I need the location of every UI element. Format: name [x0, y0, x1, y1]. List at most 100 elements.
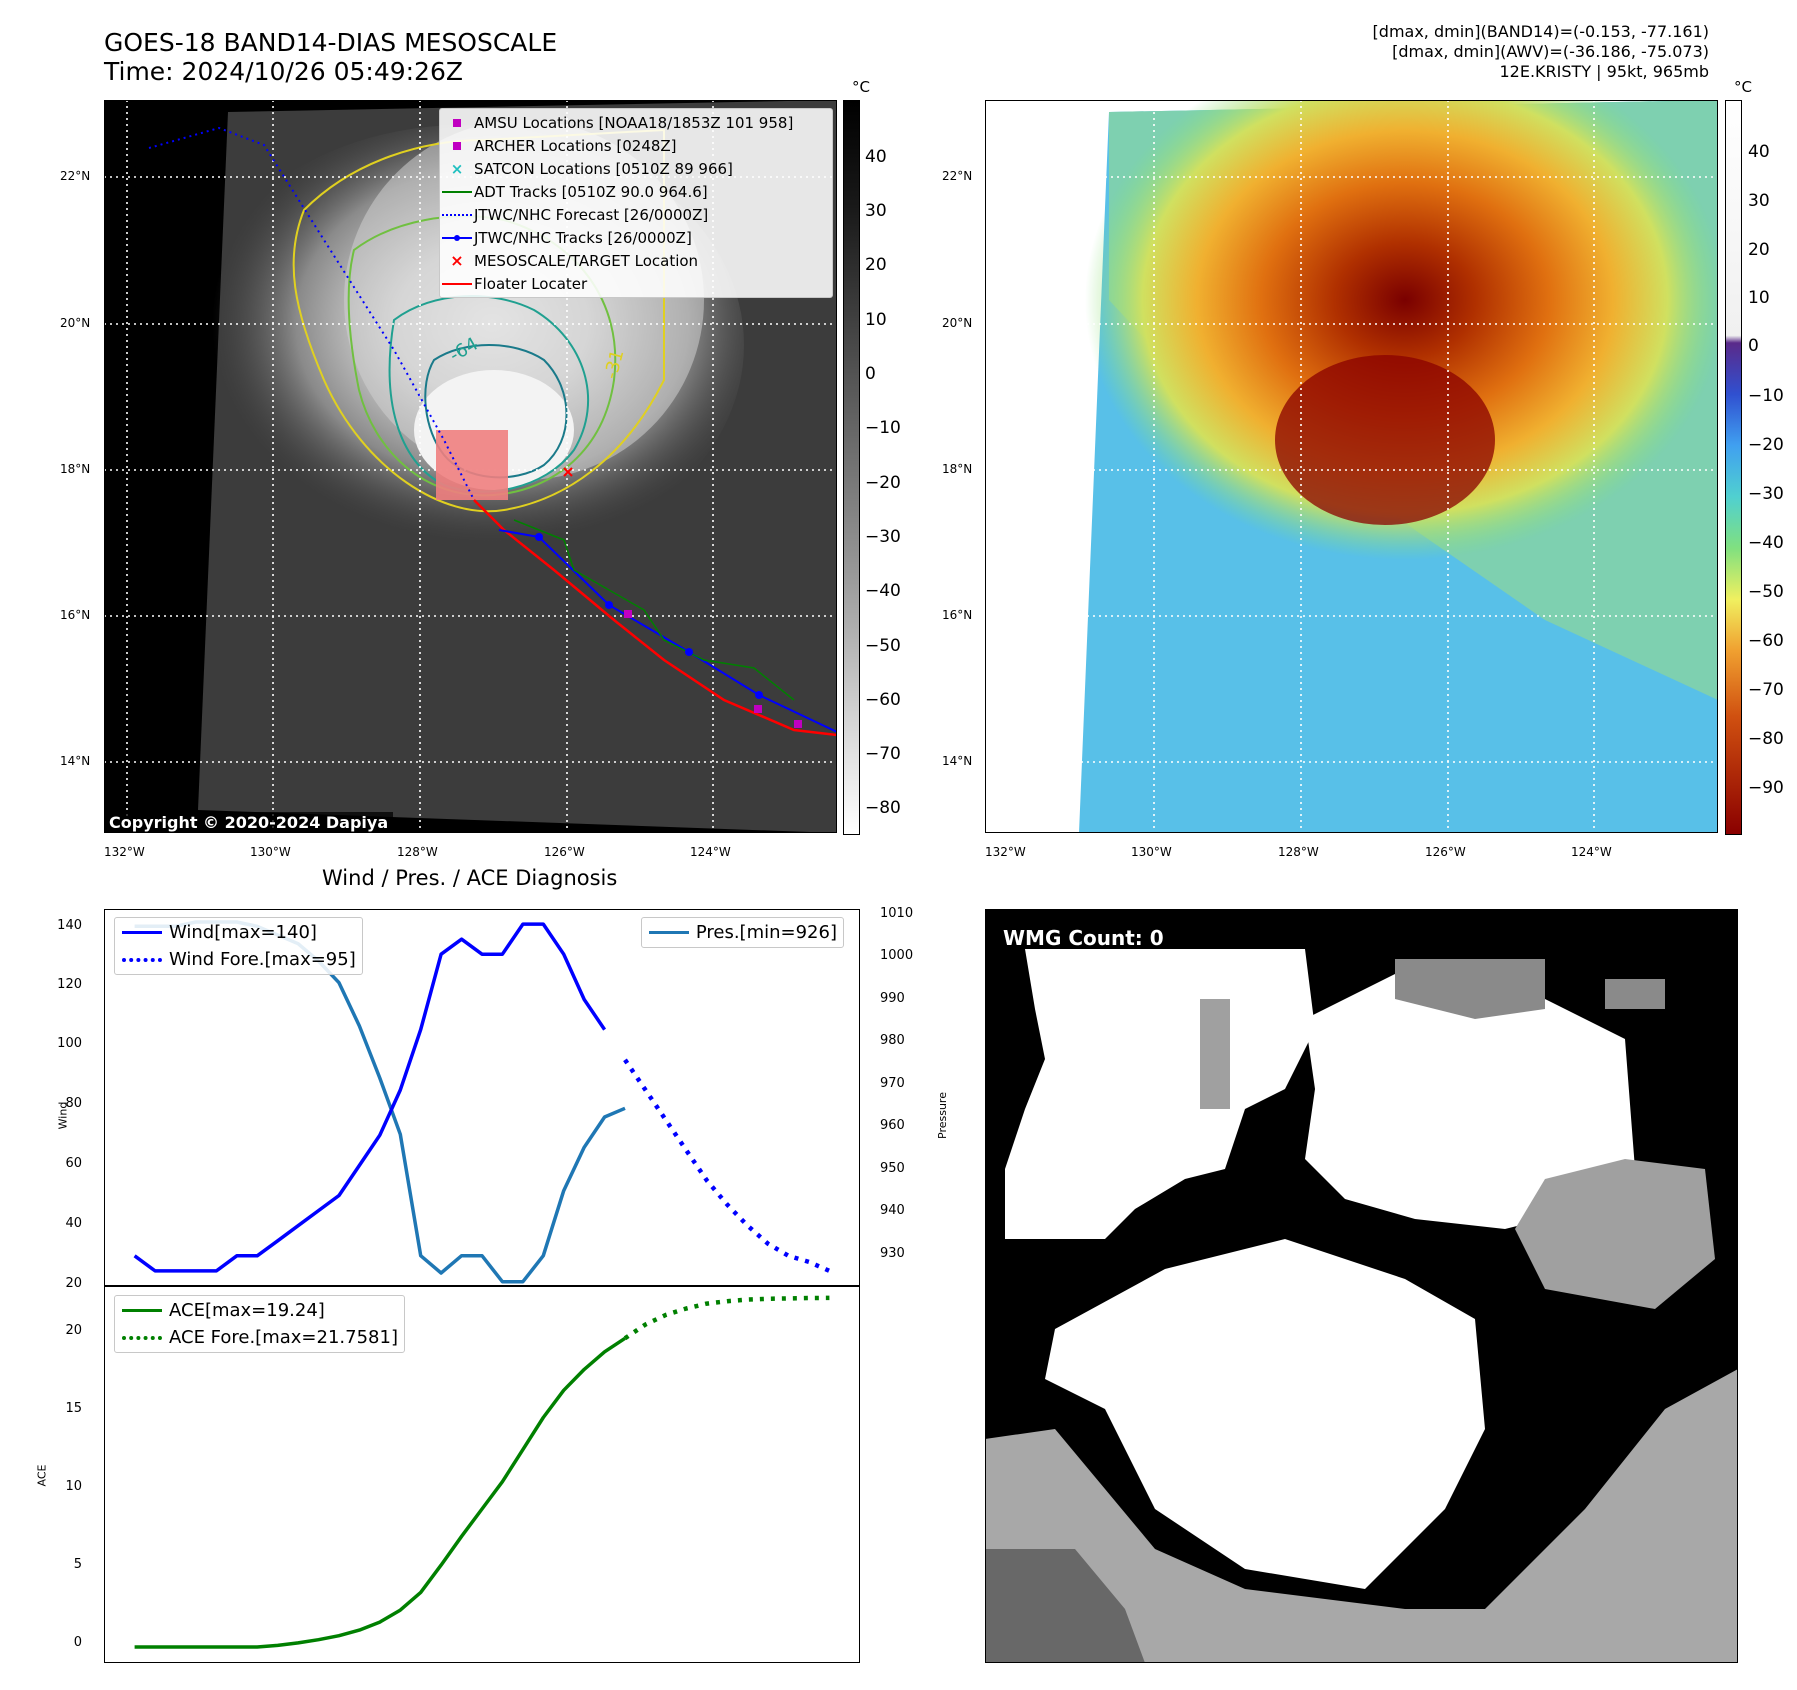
wmg-count-label: WMG Count: 0 — [1003, 926, 1164, 950]
awv-cb-tick-m90: −90 — [1748, 778, 1784, 798]
title-line-1: GOES-18 BAND14-DIAS MESOSCALE — [104, 28, 558, 57]
wind-tick-80: 80 — [65, 1096, 82, 1111]
ir-colorbar-unit: °C — [852, 78, 870, 96]
awv-cb-tick-m70: −70 — [1748, 680, 1784, 700]
ir-cb-tick-m60: −60 — [865, 690, 901, 710]
awv-lat-22: 22°N — [942, 169, 973, 183]
ace-series-1 — [623, 1295, 830, 1341]
ir-cb-tick-m20: −20 — [865, 473, 901, 493]
awv-cb-tick-m60: −60 — [1748, 631, 1784, 651]
ace-tick-0: 0 — [73, 1635, 82, 1650]
floater-box — [436, 430, 508, 500]
pres-tick-970: 970 — [880, 1076, 905, 1091]
ir-lon-132: 132°W — [104, 845, 145, 859]
awv-lon-130: 130°W — [1131, 845, 1172, 859]
ace-tick-10: 10 — [65, 1479, 82, 1494]
info-line-1: [dmax, dmin](BAND14)=(-0.153, -77.161) — [1372, 22, 1709, 41]
ace-panel — [104, 1286, 860, 1663]
pressure-series-0 — [134, 920, 626, 1284]
ir-lon-128: 128°W — [397, 845, 438, 859]
legend-floater: Floater Locater — [440, 272, 832, 295]
legend-satcon: × SATCON Locations [0510Z 89 966] — [450, 159, 733, 178]
wmg-image — [985, 909, 1738, 1663]
awv-cb-tick-10: 10 — [1748, 288, 1770, 308]
wmg-gray-south — [985, 1369, 1738, 1663]
legend-amsu: AMSU Locations [NOAA18/1853Z 101 958] — [440, 111, 832, 134]
target-marker — [563, 467, 573, 477]
ir-lat-22: 22°N — [60, 169, 91, 183]
ir-lat-16: 16°N — [60, 608, 91, 622]
ir-legend: AMSU Locations [NOAA18/1853Z 101 958] AR… — [439, 108, 833, 298]
awv-cb-tick-40: 40 — [1748, 142, 1770, 162]
awv-colorbar — [1725, 100, 1742, 835]
pres-tick-990: 990 — [880, 991, 905, 1006]
contour-yellow — [292, 128, 665, 513]
ir-cb-tick-m70: −70 — [865, 744, 901, 764]
amsu-points — [624, 610, 802, 728]
wmg-gray-east — [1515, 1159, 1715, 1309]
adt-track — [513, 519, 795, 701]
wmg-white-central — [1045, 1239, 1485, 1589]
ace-tick-5: 5 — [73, 1557, 82, 1572]
awv-cb-tick-m40: −40 — [1748, 533, 1784, 553]
wind-tick-120: 120 — [57, 977, 82, 992]
legend-wind-forecast: Wind Fore.[max=95] — [115, 946, 356, 973]
awv-map-panel — [985, 100, 1718, 833]
ir-colorbar-ticks: 40 30 20 10 0 −10 −20 −30 −40 −50 −60 −7… — [865, 100, 925, 833]
awv-lon-132: 132°W — [985, 845, 1026, 859]
contour-dark-teal — [424, 344, 568, 479]
awv-colorbar-unit: °C — [1734, 78, 1752, 96]
wind-tick-100: 100 — [57, 1036, 82, 1051]
intensity-info: [dmax, dmin](BAND14)=(-0.153, -77.161) [… — [1373, 22, 1709, 82]
wind-legend: Wind[max=140] Wind Fore.[max=95] — [114, 917, 363, 975]
ir-lat-20: 20°N — [60, 316, 91, 330]
wind-series-0 — [133, 922, 607, 1273]
wmg-white-north — [1005, 949, 1315, 1239]
ir-cb-tick-m40: −40 — [865, 581, 901, 601]
pres-tick-930: 930 — [880, 1246, 905, 1261]
legend-jtwc: JTWC/NHC Tracks [26/0000Z] — [440, 226, 832, 249]
floater-track — [473, 499, 837, 737]
wind-series-1 — [623, 1058, 831, 1273]
pres-ylabel: Pressure — [935, 1091, 949, 1139]
ace-ylabel: ACE — [35, 1464, 49, 1486]
pres-tick-1000: 1000 — [880, 948, 914, 963]
diagnosis-title: Wind / Pres. / ACE Diagnosis — [322, 866, 618, 890]
wmg-dark-gray-south — [985, 1549, 1145, 1663]
ace-legend: ACE[max=19.24] ACE Fore.[max=21.7581] — [114, 1295, 405, 1353]
wmg-panel: WMG Count: 0 — [985, 909, 1738, 1663]
awv-lat-14: 14°N — [942, 754, 973, 768]
pres-ylabel-wrap: Pressure — [922, 1085, 962, 1145]
legend-wind: Wind[max=140] — [115, 919, 356, 946]
wmg-gray-north — [1395, 959, 1545, 1019]
awv-cb-tick-30: 30 — [1748, 191, 1770, 211]
pres-tick-980: 980 — [880, 1033, 905, 1048]
legend-pres: Pres.[min=926] — [642, 919, 837, 946]
ir-cb-tick-m50: −50 — [865, 636, 901, 656]
wind-tick-60: 60 — [65, 1156, 82, 1171]
awv-cb-tick-m20: −20 — [1748, 435, 1784, 455]
info-line-3: 12E.KRISTY | 95kt, 965mb — [1499, 62, 1710, 81]
wmg-gray-column — [1200, 999, 1230, 1109]
ir-lat-18: 18°N — [60, 462, 91, 476]
awv-lat-20: 20°N — [942, 316, 973, 330]
awv-lon-124: 124°W — [1571, 845, 1612, 859]
ir-lon-130: 130°W — [250, 845, 291, 859]
awv-cb-tick-m80: −80 — [1748, 729, 1784, 749]
ace-tick-15: 15 — [65, 1401, 82, 1416]
pres-tick-950: 950 — [880, 1161, 905, 1176]
title-line-2: Time: 2024/10/26 05:49:26Z — [104, 57, 463, 86]
wind-tick-140: 140 — [57, 918, 82, 933]
ir-cb-tick-10: 10 — [865, 310, 887, 330]
forecast-track — [148, 126, 475, 501]
wmg-gray-patch — [1605, 979, 1665, 1009]
awv-lon-128: 128°W — [1278, 845, 1319, 859]
awv-cb-tick-m30: −30 — [1748, 484, 1784, 504]
legend-ace: ACE[max=19.24] — [115, 1297, 398, 1324]
awv-lon-126: 126°W — [1425, 845, 1466, 859]
awv-core — [1275, 355, 1495, 525]
ir-cb-tick-0: 0 — [865, 364, 876, 384]
awv-gridlines — [985, 100, 1718, 833]
legend-archer: ARCHER Locations [0248Z] — [440, 134, 832, 157]
ir-cb-tick-40: 40 — [865, 147, 887, 167]
